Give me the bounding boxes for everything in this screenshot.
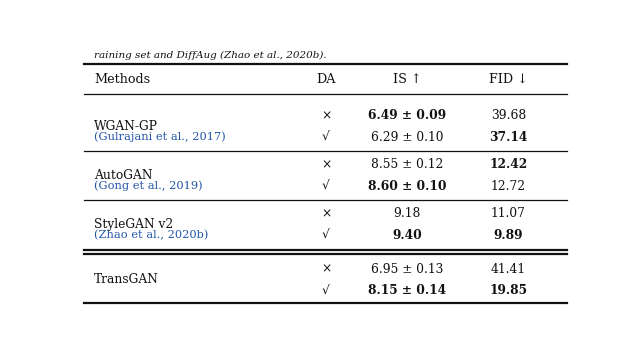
Text: (Gong et al., 2019): (Gong et al., 2019) <box>94 181 203 192</box>
Text: Methods: Methods <box>94 73 150 86</box>
Text: ×: × <box>321 109 331 122</box>
Text: (Gulrajani et al., 2017): (Gulrajani et al., 2017) <box>94 132 226 142</box>
Text: TransGAN: TransGAN <box>94 273 159 287</box>
Text: DA: DA <box>316 73 336 86</box>
Text: 9.40: 9.40 <box>392 229 422 242</box>
Text: √: √ <box>322 131 330 144</box>
Text: ×: × <box>321 262 331 276</box>
Text: 19.85: 19.85 <box>489 284 527 297</box>
Text: 6.29 ± 0.10: 6.29 ± 0.10 <box>371 131 443 144</box>
Text: 37.14: 37.14 <box>489 131 527 144</box>
Text: √: √ <box>322 229 330 242</box>
Text: 39.68: 39.68 <box>491 109 526 122</box>
Text: AutoGAN: AutoGAN <box>94 169 153 182</box>
Text: WGAN-GP: WGAN-GP <box>94 120 158 133</box>
Text: √: √ <box>322 284 330 297</box>
Text: 41.41: 41.41 <box>491 262 526 276</box>
Text: 12.42: 12.42 <box>489 158 527 171</box>
Text: 6.95 ± 0.13: 6.95 ± 0.13 <box>371 262 443 276</box>
Text: 12.72: 12.72 <box>491 180 526 193</box>
Text: √: √ <box>322 180 330 193</box>
Text: raining set and DiffAug (​Zhao et al., 2020b).: raining set and DiffAug (​Zhao et al., 2… <box>94 51 327 60</box>
Text: 8.15 ± 0.14: 8.15 ± 0.14 <box>368 284 446 297</box>
Text: 8.55 ± 0.12: 8.55 ± 0.12 <box>371 158 443 171</box>
Text: 8.60 ± 0.10: 8.60 ± 0.10 <box>368 180 446 193</box>
Text: (Zhao et al., 2020b): (Zhao et al., 2020b) <box>94 230 209 240</box>
Text: ×: × <box>321 207 331 220</box>
Text: 11.07: 11.07 <box>491 207 526 220</box>
Text: 9.18: 9.18 <box>394 207 421 220</box>
Text: FID ↓: FID ↓ <box>489 73 528 86</box>
Text: 9.89: 9.89 <box>494 229 523 242</box>
Text: 6.49 ± 0.09: 6.49 ± 0.09 <box>368 109 446 122</box>
Text: ×: × <box>321 158 331 171</box>
Text: IS ↑: IS ↑ <box>393 73 422 86</box>
Text: StyleGAN v2: StyleGAN v2 <box>94 218 174 231</box>
